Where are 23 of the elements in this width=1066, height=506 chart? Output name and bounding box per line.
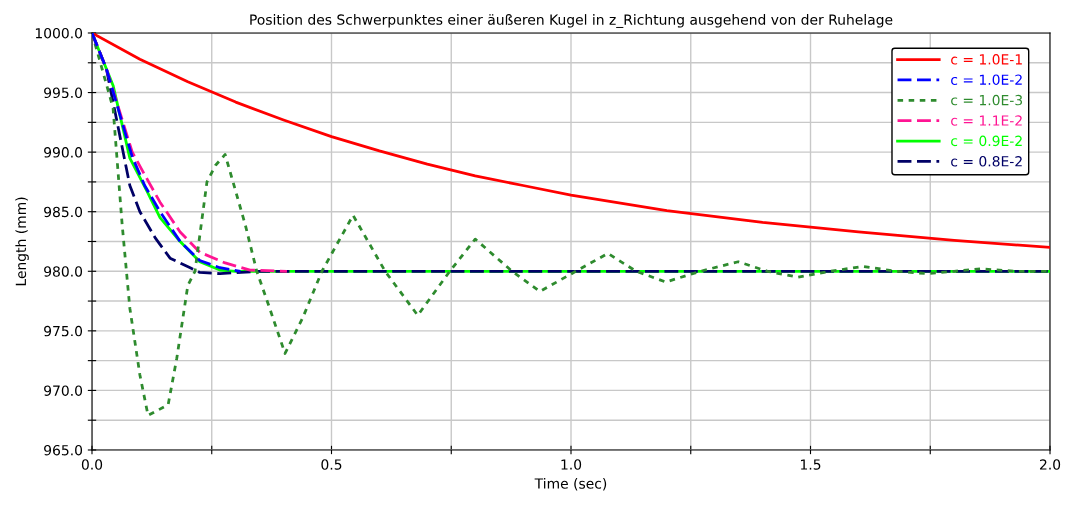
- y-tick-label: 995.0: [44, 87, 83, 99]
- y-tick-label: 990.0: [44, 147, 83, 158]
- y-tick-label: 975.0: [44, 325, 83, 337]
- legend-label: c = 1.0E-1: [951, 54, 1022, 65]
- x-tick-label: 1.0: [561, 459, 582, 470]
- x-tick-label: 0.5: [321, 459, 342, 470]
- line-series: [92, 32, 242, 273]
- x-tick-label: 0.0: [81, 459, 103, 470]
- y-tick-label: 970.0: [44, 385, 83, 396]
- chart-title: Position des Schwerpunktes einer äußeren Kugel in z_Richtung ausgehend von der Ruhelage: [250, 14, 893, 28]
- y-axis-title: Length (mm): [15, 197, 29, 286]
- y-tick-label: 1000.0: [35, 27, 83, 39]
- legend-label: c = 1.0E-3: [951, 94, 1023, 106]
- x-axis-title: Time (sec): [534, 478, 607, 491]
- legend-label: c = 0.8E-2: [951, 156, 1022, 167]
- y-tick-label: 980.0: [44, 266, 83, 277]
- x-tick-label: 1.5: [800, 459, 821, 470]
- y-tick-label: 985.0: [44, 206, 83, 218]
- x-tick-label: 2.0: [1039, 459, 1061, 470]
- y-tick-label: 965.0: [44, 444, 83, 456]
- legend-label: c = 1.1E-2: [951, 115, 1022, 126]
- legend-label: c = 0.9E-2: [951, 135, 1022, 147]
- legend-label: c = 1.0E-2: [951, 74, 1022, 85]
